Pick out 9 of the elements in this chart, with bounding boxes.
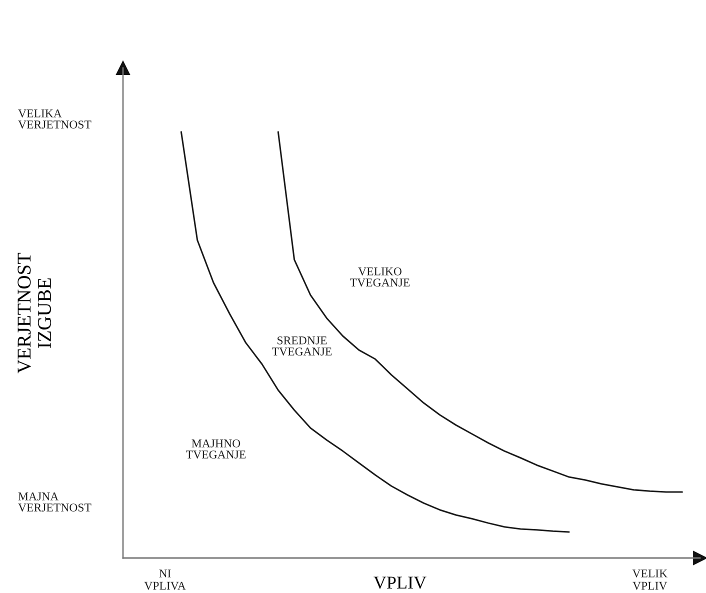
text: VELIKA VERJETNOST [18, 109, 92, 129]
annotation: MAJHNO TVEGANJE [186, 439, 246, 459]
y-axis-title: VERJETNOST IZGUBE [18, 252, 52, 374]
x-tick-label: NI VPLIVA [144, 570, 186, 590]
annotation: VELIKO TVEGANJE [350, 267, 410, 287]
text: MAJNA VERJETNOST [18, 492, 92, 512]
annotation: SREDNJE TVEGANJE [272, 336, 332, 356]
x-axis-title: VPLIV [374, 576, 426, 589]
x-tick-label: VELIK VPLIV [632, 570, 668, 590]
